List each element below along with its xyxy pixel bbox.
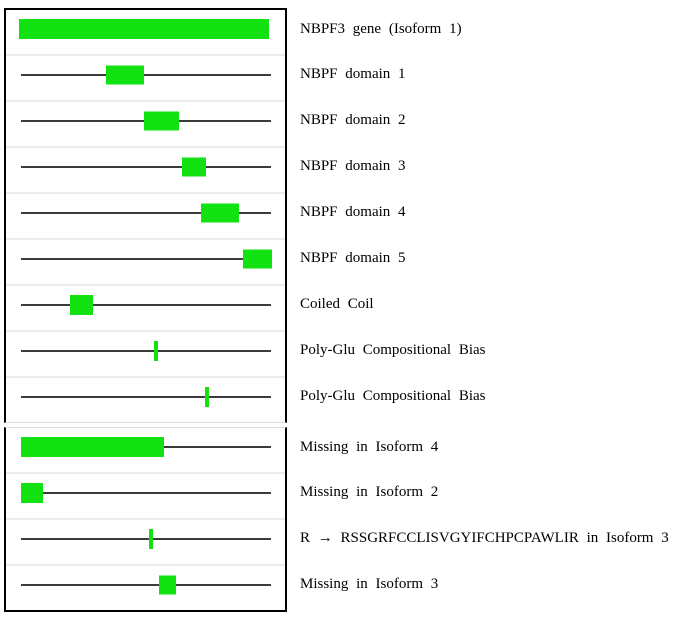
feature-label: Missing in Isoform 2 [300,484,439,500]
feature-label: Coiled Coil [300,296,374,312]
feature-tick [149,529,153,549]
sequence-backbone-line [21,258,271,260]
feature-label: NBPF domain 1 [300,66,406,82]
feature-row [6,146,285,192]
feature-box [21,483,43,503]
feature-box [70,295,93,315]
feature-label: Poly-Glu Compositional Bias [300,342,486,358]
feature-label: NBPF domain 5 [300,250,406,266]
feature-box [182,157,206,177]
feature-label: NBPF domain 4 [300,204,406,220]
sequence-backbone-line [21,538,271,540]
feature-row [6,54,285,100]
feature-bar [21,437,164,457]
feature-row [6,428,285,472]
feature-box [201,203,239,223]
sequence-backbone-line [21,166,271,168]
feature-row [6,564,285,610]
sequence-backbone-line [21,304,271,306]
feature-row [6,330,285,376]
feature-label: NBPF domain 3 [300,158,406,174]
feature-label: NBPF domain 2 [300,112,406,128]
sequence-backbone-line [21,350,271,352]
feature-row [6,238,285,284]
feature-label: NBPF3 gene (Isoform 1) [300,21,462,37]
feature-box [243,249,272,269]
feature-tick [154,341,158,361]
feature-label: Missing in Isoform 3 [300,576,439,592]
feature-box [106,65,144,85]
feature-row [6,376,285,422]
feature-label: Poly-Glu Compositional Bias [300,388,486,404]
feature-box [144,111,179,131]
features-panel-gene-domains [4,8,287,423]
sequence-backbone-line [21,584,271,586]
feature-label: Missing in Isoform 4 [300,439,439,455]
sequence-backbone-line [21,396,271,398]
feature-tick [205,387,209,407]
feature-row [6,284,285,330]
feature-label: R → RSSGRFCCLISVGYIFCHPCPAWLIR in Isofor… [300,530,669,546]
feature-row [6,192,285,238]
feature-row [6,518,285,564]
features-panel-isoform-differences [4,427,287,612]
feature-row [6,100,285,146]
sequence-backbone-line [21,212,271,214]
sequence-backbone-line [21,74,271,76]
sequence-backbone-line [21,492,271,494]
feature-row [6,472,285,518]
feature-row [6,10,285,54]
feature-box [159,575,176,595]
feature-bar [19,19,269,39]
